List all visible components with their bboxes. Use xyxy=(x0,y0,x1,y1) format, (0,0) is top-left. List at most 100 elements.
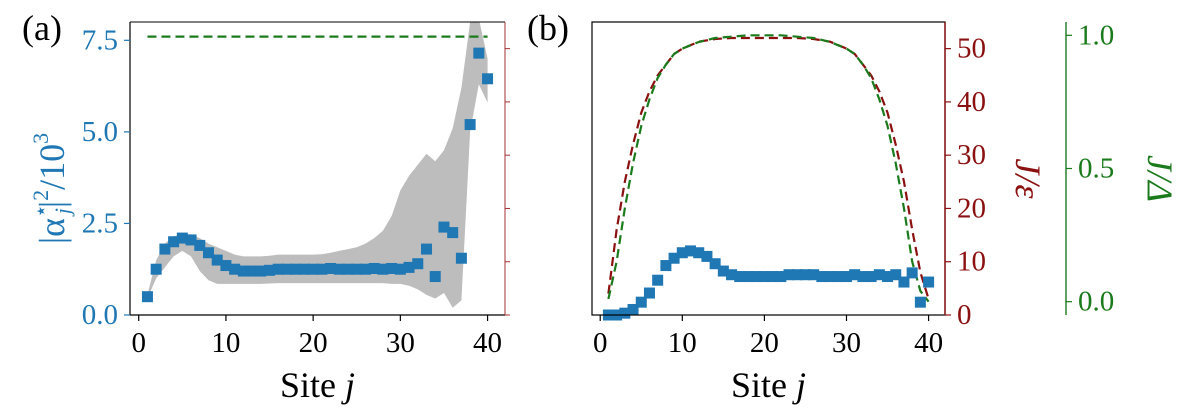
data-point-a-23 xyxy=(333,263,345,275)
data-point-b-17 xyxy=(734,271,746,283)
data-point-a-1 xyxy=(141,291,153,303)
panel-label-a: (a) xyxy=(22,8,62,48)
data-point-a-4 xyxy=(168,236,180,248)
y-label-sq-a: 2 xyxy=(28,190,53,201)
data-point-a-3 xyxy=(159,243,171,255)
red-tick-label-5: 50 xyxy=(957,33,986,65)
green-tick-label-2: 1.0 xyxy=(1078,19,1114,51)
data-point-b-19 xyxy=(750,271,762,283)
data-point-b-9 xyxy=(668,252,680,264)
y-tick-label-a-0: 0.0 xyxy=(82,299,118,331)
data-point-b-39 xyxy=(914,296,926,308)
y-label-div-a: /10 xyxy=(32,144,72,190)
data-point-b-22 xyxy=(775,271,787,283)
x-tick-label-a-2: 20 xyxy=(299,327,328,359)
green-axis-label: J/Δ xyxy=(1140,155,1180,202)
data-point-b-34 xyxy=(873,269,885,281)
y-label-sup-a: ⋆ xyxy=(28,204,53,218)
data-point-a-31 xyxy=(403,261,415,273)
data-point-b-10 xyxy=(676,247,688,259)
data-point-b-23 xyxy=(783,269,795,281)
data-point-b-26 xyxy=(808,269,820,281)
red-tick-label-1: 10 xyxy=(957,246,986,278)
data-point-b-24 xyxy=(791,269,803,281)
data-point-a-8 xyxy=(202,247,214,259)
red-tick-label-3: 30 xyxy=(957,139,986,171)
data-point-a-39 xyxy=(473,47,485,59)
data-point-a-40 xyxy=(482,73,494,85)
data-point-b-16 xyxy=(726,269,738,281)
data-point-b-37 xyxy=(898,276,910,288)
panel-b: 0 10 20 30 40 0 10 20 30 40 50 J/ε 0.0 0.5 1.0 J/Δ Site … xyxy=(527,8,1180,405)
data-point-b-31 xyxy=(849,269,861,281)
x-label-var-b: j xyxy=(792,365,806,405)
data-point-a-29 xyxy=(386,262,398,274)
data-point-a-13 xyxy=(246,265,258,277)
data-point-b-38 xyxy=(906,267,918,279)
data-point-a-28 xyxy=(377,263,389,275)
data-point-a-10 xyxy=(220,260,232,272)
data-point-b-33 xyxy=(865,271,877,283)
data-point-a-32 xyxy=(412,258,424,270)
x-tick-label-a-3: 30 xyxy=(386,327,415,359)
data-point-a-18 xyxy=(290,263,302,275)
data-point-b-21 xyxy=(767,271,779,283)
data-point-a-20 xyxy=(307,263,319,275)
uncertainty-band xyxy=(147,22,488,308)
x-axis-label-b: Site j xyxy=(731,365,806,405)
y-tick-label-a-2: 5.0 xyxy=(82,116,118,148)
data-point-a-2 xyxy=(150,263,162,275)
data-point-b-5 xyxy=(635,296,647,308)
data-point-a-27 xyxy=(368,262,380,274)
data-point-a-15 xyxy=(264,264,276,276)
data-point-a-5 xyxy=(176,232,188,244)
data-point-a-30 xyxy=(394,263,406,275)
data-point-a-35 xyxy=(438,221,450,233)
x-tick-label-b-2: 20 xyxy=(750,327,779,359)
data-point-b-30 xyxy=(840,271,852,283)
x-axis-label-a: Site j xyxy=(280,365,355,405)
plot-area-a xyxy=(141,22,494,308)
red-tick-label-2: 20 xyxy=(957,192,986,224)
data-point-b-40 xyxy=(923,276,935,288)
panel-label-b: (b) xyxy=(527,8,569,48)
x-tick-label-a-1: 10 xyxy=(211,327,240,359)
data-point-a-25 xyxy=(351,263,363,275)
data-point-a-12 xyxy=(237,265,249,277)
data-point-b-13 xyxy=(701,250,713,262)
data-point-a-9 xyxy=(211,254,223,266)
data-point-b-3 xyxy=(619,307,631,319)
data-point-a-24 xyxy=(342,263,354,275)
data-point-b-6 xyxy=(643,287,655,299)
series-J-over-epsilon xyxy=(607,36,930,300)
x-tick-label-a-0: 0 xyxy=(131,327,146,359)
data-point-a-17 xyxy=(281,263,293,275)
data-point-b-7 xyxy=(652,274,664,286)
data-point-b-35 xyxy=(882,271,894,283)
data-point-b-15 xyxy=(717,265,729,277)
data-point-b-4 xyxy=(627,304,639,316)
data-point-a-16 xyxy=(272,263,284,275)
y-tick-label-a-3: 7.5 xyxy=(82,24,118,56)
y-axis-label-a: |α⋆j|2/103 xyxy=(28,133,75,244)
green-tick-label-0: 0.0 xyxy=(1078,286,1114,318)
data-point-a-11 xyxy=(229,263,241,275)
data-point-a-22 xyxy=(325,262,337,274)
x-label-var-a: j xyxy=(341,365,355,405)
data-point-b-8 xyxy=(660,260,672,272)
data-point-b-27 xyxy=(816,271,828,283)
series-J-over-Delta xyxy=(607,34,930,303)
y-tick-label-a-1: 2.5 xyxy=(82,207,118,239)
data-point-a-38 xyxy=(464,119,476,131)
data-point-b-36 xyxy=(890,269,902,281)
x-tick-label-b-0: 0 xyxy=(593,327,608,359)
x-tick-label-b-1: 10 xyxy=(668,327,697,359)
y-label-tail-a: | xyxy=(32,201,72,208)
x-tick-label-b-4: 40 xyxy=(914,327,943,359)
y-label-exp-a: 3 xyxy=(28,133,53,144)
y-label-base-a: |α xyxy=(32,218,72,244)
plot-area-b xyxy=(602,34,935,321)
data-point-b-20 xyxy=(758,271,770,283)
